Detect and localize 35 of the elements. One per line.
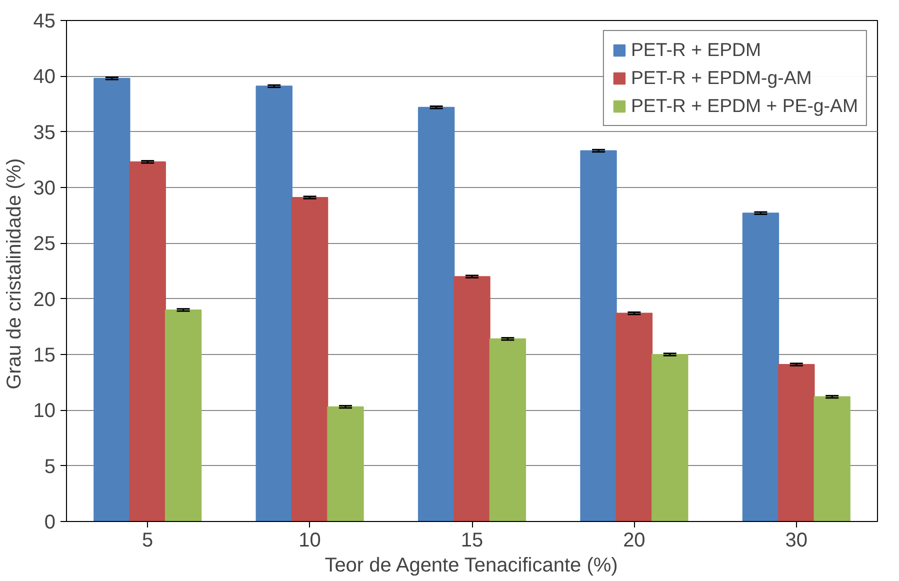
- legend-label: PET-R + EPDM-g-AM: [630, 67, 812, 89]
- bar: [94, 78, 130, 522]
- x-tick-label: 20: [623, 530, 646, 552]
- bar: [291, 197, 328, 522]
- y-tick-label: 5: [44, 456, 56, 478]
- legend-label: PET-R + EPDM + PE-g-AM: [630, 95, 858, 117]
- bar: [454, 276, 490, 522]
- bar: [616, 312, 653, 522]
- x-tick-label: 5: [142, 530, 154, 552]
- bar: [129, 161, 166, 522]
- x-axis-title: Teor de Agente Tenacificante (%): [324, 554, 618, 576]
- y-tick-label: 25: [33, 233, 56, 256]
- y-axis-title: Grau de cristalinidade (%): [3, 158, 26, 390]
- bar: [327, 406, 364, 522]
- y-tick-label: 45: [33, 10, 56, 32]
- x-tick-label: 10: [298, 530, 321, 552]
- x-tick-label: 15: [460, 530, 484, 552]
- bar: [742, 212, 780, 522]
- y-tick-label: 30: [33, 178, 56, 200]
- bar: [418, 106, 455, 522]
- bar: [489, 338, 526, 522]
- y-tick-label: 0: [44, 512, 56, 534]
- y-tick-label: 15: [33, 344, 56, 366]
- bar: [778, 364, 815, 522]
- x-tick-label: 30: [785, 530, 808, 552]
- legend-label: PET-R + EPDM: [630, 39, 762, 61]
- bar: [814, 396, 850, 522]
- y-tick-label: 10: [33, 400, 56, 422]
- y-tick-label: 20: [33, 288, 56, 311]
- y-tick-label: 35: [33, 122, 56, 144]
- y-tick-label: 40: [33, 66, 56, 88]
- bar: [164, 309, 202, 522]
- bar: [256, 86, 292, 522]
- bar: [580, 150, 617, 522]
- bar: [652, 354, 688, 522]
